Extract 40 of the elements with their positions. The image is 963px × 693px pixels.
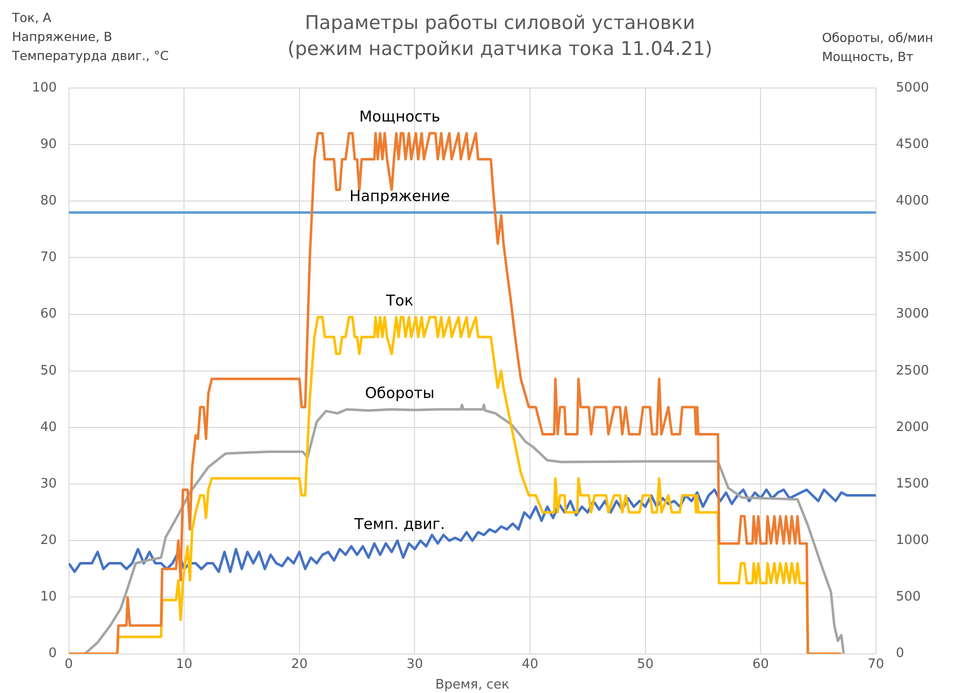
y-tick-label: 80: [40, 194, 57, 209]
y2-tick-label: 2000: [896, 420, 930, 435]
y2-tick-label: 4000: [896, 194, 930, 209]
y-tick-label: 50: [40, 363, 57, 378]
series-label: Мощность: [359, 108, 440, 126]
chart-title: Параметры работы силовой установки: [304, 11, 696, 36]
x-axis-title: Время, сек: [435, 678, 510, 693]
y2-tick-label: 1000: [896, 533, 930, 548]
y2-tick-label: 3000: [896, 306, 930, 322]
y2-tick-label: 1500: [896, 476, 930, 492]
y2-axis-title: Обороты, об/мин Мощность, Вт: [822, 29, 934, 66]
series-label: Ток: [385, 292, 414, 310]
x-tick-label: 20: [291, 656, 308, 672]
y-tick-label: 10: [40, 590, 57, 605]
y-tick-label: 70: [40, 250, 57, 266]
y-tick-label: 0: [48, 646, 57, 662]
y-tick-label: 20: [40, 533, 57, 548]
x-tick-label: 70: [868, 656, 884, 672]
y2-tick-label: 5000: [896, 80, 930, 96]
x-tick-label: 60: [752, 656, 769, 672]
y2-tick-label: 2500: [896, 363, 930, 378]
y2-tick-label: 3500: [896, 250, 930, 266]
x-tick-label: 50: [637, 656, 654, 672]
x-tick-label: 30: [406, 656, 423, 672]
y-tick-label: 100: [32, 80, 57, 96]
x-tick-label: 0: [64, 656, 73, 672]
series-label: Напряжение: [350, 186, 450, 205]
series-label: Темп. двиг.: [353, 515, 446, 534]
x-tick-label: 10: [176, 656, 192, 672]
y2-tick-label: 4500: [896, 136, 930, 152]
y-tick-label: 60: [40, 306, 57, 322]
y-tick-label: 90: [40, 136, 57, 152]
y2-tick-label: 500: [896, 590, 921, 605]
x-tick-label: 40: [522, 656, 538, 672]
y2-tick-label: 0: [896, 646, 904, 662]
chart-subtitle: (режим настройки датчика тока 11.04.21): [286, 37, 714, 62]
y-axis-title: Ток, А Напряжение, В Температурда двиг., °C: [12, 9, 169, 65]
y-tick-label: 40: [40, 420, 57, 435]
y-tick-label: 30: [40, 476, 57, 492]
series-label: Обороты: [364, 384, 434, 402]
